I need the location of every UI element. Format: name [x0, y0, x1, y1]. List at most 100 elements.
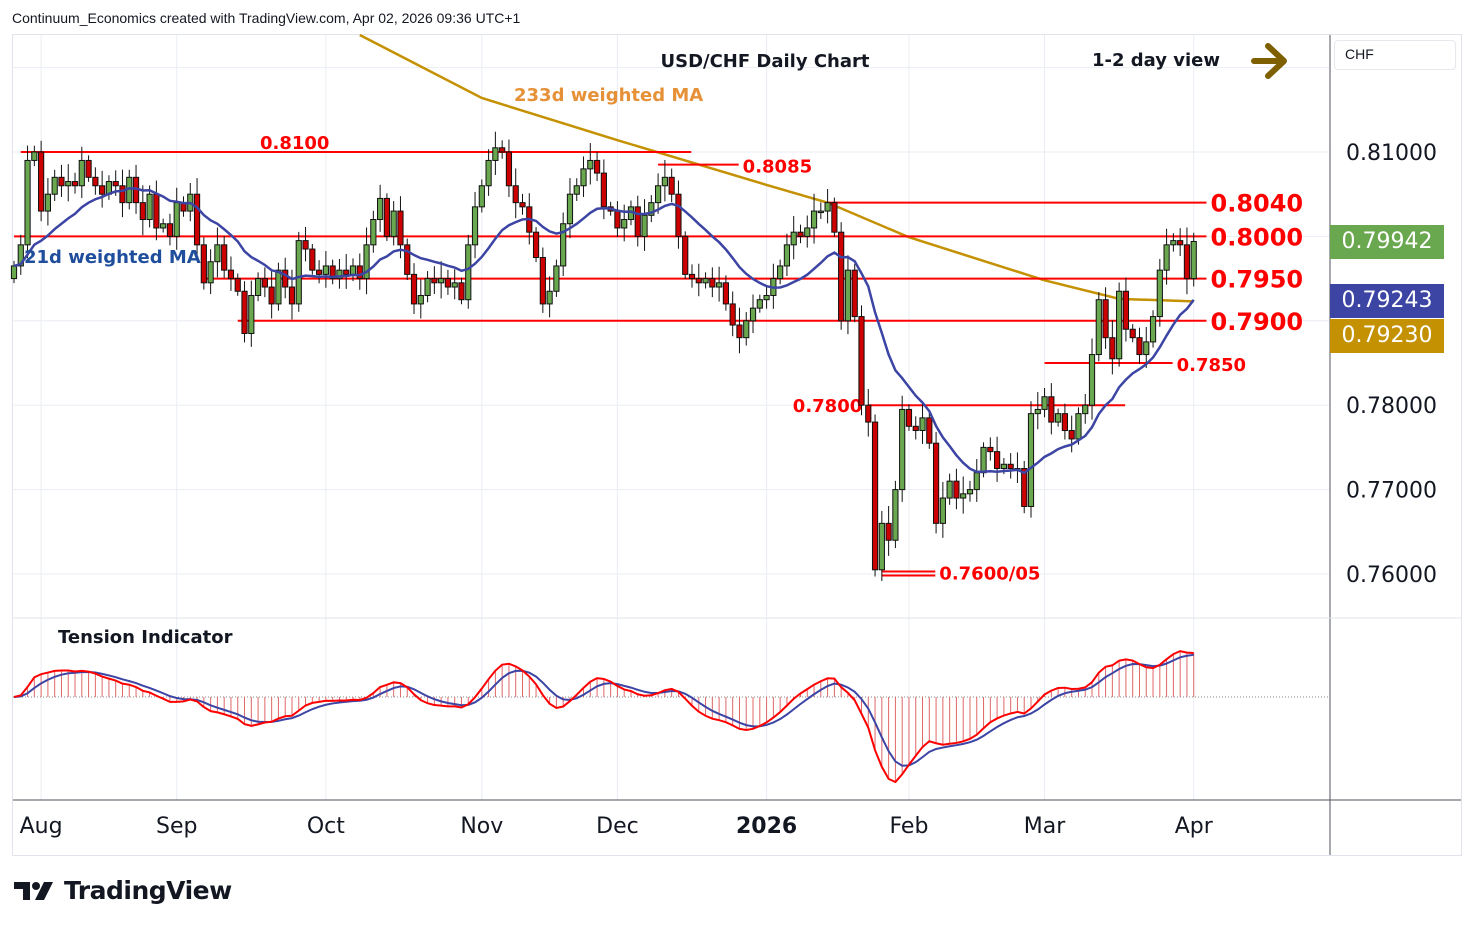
candle-body	[912, 425, 919, 432]
candle-body	[532, 231, 540, 258]
candle-body	[471, 206, 479, 246]
chart-attribution: Continuum_Economics created with Trading…	[12, 10, 521, 26]
candle-body	[390, 210, 397, 237]
candle-body	[17, 244, 24, 267]
candle	[560, 212, 567, 277]
candle	[858, 305, 865, 416]
candle	[275, 262, 282, 311]
candle-body	[749, 307, 757, 322]
candle-body	[431, 278, 438, 284]
candle-body	[838, 231, 845, 322]
candle-body	[688, 273, 696, 280]
candle-body	[227, 269, 235, 280]
candle-body	[31, 151, 38, 161]
candle	[932, 431, 940, 534]
time-axis-label: Dec	[596, 814, 639, 839]
candle	[180, 196, 187, 217]
candle-body	[214, 244, 221, 263]
candle-body	[363, 244, 370, 280]
candle-body	[614, 210, 621, 229]
time-axis-label: Aug	[20, 814, 63, 839]
tradingview-logo[interactable]: TradingView	[14, 876, 232, 905]
candle	[736, 307, 743, 354]
time-axis-label: Mar	[1024, 814, 1066, 839]
candle-body	[546, 290, 553, 305]
candle	[804, 215, 811, 248]
candle-body	[1143, 341, 1150, 356]
ma21-line	[13, 187, 1195, 475]
candle-body	[1177, 240, 1184, 246]
candle	[65, 164, 72, 202]
candle	[905, 404, 913, 431]
candle-body	[139, 202, 146, 221]
candle	[994, 436, 1001, 482]
candle	[709, 267, 716, 298]
candle-body	[926, 417, 933, 444]
candle-body	[1109, 337, 1116, 360]
candle-body	[329, 265, 336, 280]
candle	[668, 168, 675, 203]
candle-body	[146, 193, 153, 221]
candle-body	[932, 442, 940, 524]
candle	[227, 256, 235, 291]
candle-body	[410, 273, 418, 305]
candle-body	[539, 257, 546, 305]
candle	[356, 253, 363, 290]
candle-body	[682, 235, 689, 275]
candle-body	[675, 193, 682, 237]
candle	[234, 273, 241, 296]
candle-body	[119, 185, 126, 204]
candle-body	[566, 193, 574, 225]
candle	[1143, 327, 1150, 368]
candle-body	[1048, 396, 1055, 423]
candle-body	[593, 159, 601, 174]
candle	[1170, 233, 1177, 252]
candle-body	[851, 269, 858, 318]
candle	[973, 459, 980, 502]
candle-body	[1183, 244, 1191, 280]
candle	[1041, 388, 1048, 418]
candle-body	[980, 446, 987, 474]
candle-body	[783, 244, 791, 267]
level-label: 0.8000	[1211, 223, 1304, 251]
currency-selector[interactable]: CHF	[1334, 40, 1456, 70]
candle-body	[499, 147, 506, 153]
candle	[1177, 228, 1184, 257]
candle	[1183, 227, 1191, 295]
candle	[539, 247, 546, 313]
candle	[695, 263, 702, 297]
candle-body	[1027, 413, 1035, 507]
candle	[851, 263, 858, 323]
candle-body	[207, 261, 214, 284]
candle	[614, 201, 621, 237]
candle-body	[370, 219, 377, 246]
price-axis-label: 0.78000	[1346, 394, 1437, 419]
candle-body	[316, 269, 323, 275]
candle-body	[858, 316, 865, 406]
candle	[682, 231, 689, 279]
candle-body	[1095, 299, 1102, 356]
candle	[329, 259, 336, 285]
candle-body	[254, 278, 262, 296]
candle-body	[587, 159, 594, 170]
candle	[844, 255, 852, 335]
candle-body	[336, 269, 343, 280]
candle	[1116, 282, 1123, 367]
candle	[173, 187, 180, 250]
time-axis-label: Sep	[156, 814, 197, 839]
candle-body	[200, 244, 207, 284]
indicator-title: Tension Indicator	[58, 627, 233, 648]
candle	[17, 234, 24, 275]
price-axis-label: 0.81000	[1346, 141, 1437, 166]
candle-body	[465, 244, 472, 301]
candle	[797, 224, 804, 244]
candle	[1095, 292, 1102, 362]
candle-body	[1007, 463, 1014, 469]
candle	[878, 510, 885, 581]
candle	[221, 236, 228, 279]
candle-body	[960, 493, 967, 499]
candle-body	[1082, 404, 1089, 415]
candle	[912, 416, 919, 440]
candle-body	[1122, 290, 1130, 330]
